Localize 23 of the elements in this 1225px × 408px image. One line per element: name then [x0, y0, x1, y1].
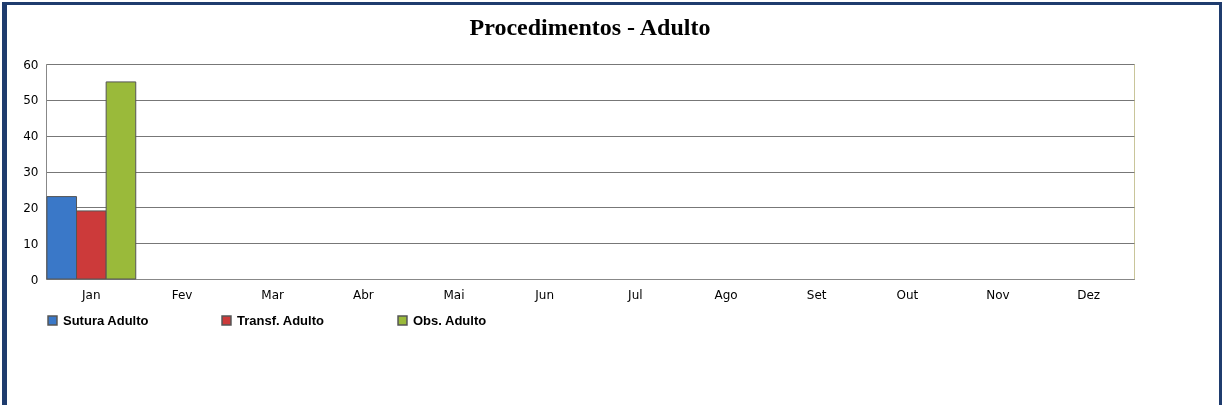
legend-label: Sutura Adulto [63, 312, 149, 328]
x-tick-label: Dez [1077, 287, 1101, 302]
y-tick-label: 30 [23, 165, 39, 179]
x-tick-label: Jan [81, 287, 101, 302]
x-tick-label: Ago [714, 287, 738, 302]
y-tick-label: 0 [30, 272, 39, 287]
legend-label: Transf. Adulto [237, 312, 324, 328]
x-tick-label: Abr [352, 287, 374, 302]
y-tick-label: 10 [23, 236, 39, 251]
y-tick-label: 40 [23, 129, 39, 144]
x-tick-label: Out [896, 287, 919, 302]
x-tick-label: Set [806, 287, 827, 302]
x-tick-label: Jun [534, 287, 555, 302]
x-tick-label: Mar [261, 287, 285, 302]
chart-title: Procedimentos - Adulto [469, 14, 711, 40]
x-tick-label: Mai [443, 287, 465, 302]
y-tick-label: 50 [23, 93, 39, 108]
x-tick-label: Nov [986, 287, 1010, 302]
x-tick-label: Fev [171, 287, 193, 302]
y-tick-label: 60 [23, 57, 39, 72]
x-tick-label: Jul [627, 287, 643, 302]
y-tick-label: 20 [23, 200, 39, 215]
legend-label: Obs. Adulto [413, 312, 487, 328]
